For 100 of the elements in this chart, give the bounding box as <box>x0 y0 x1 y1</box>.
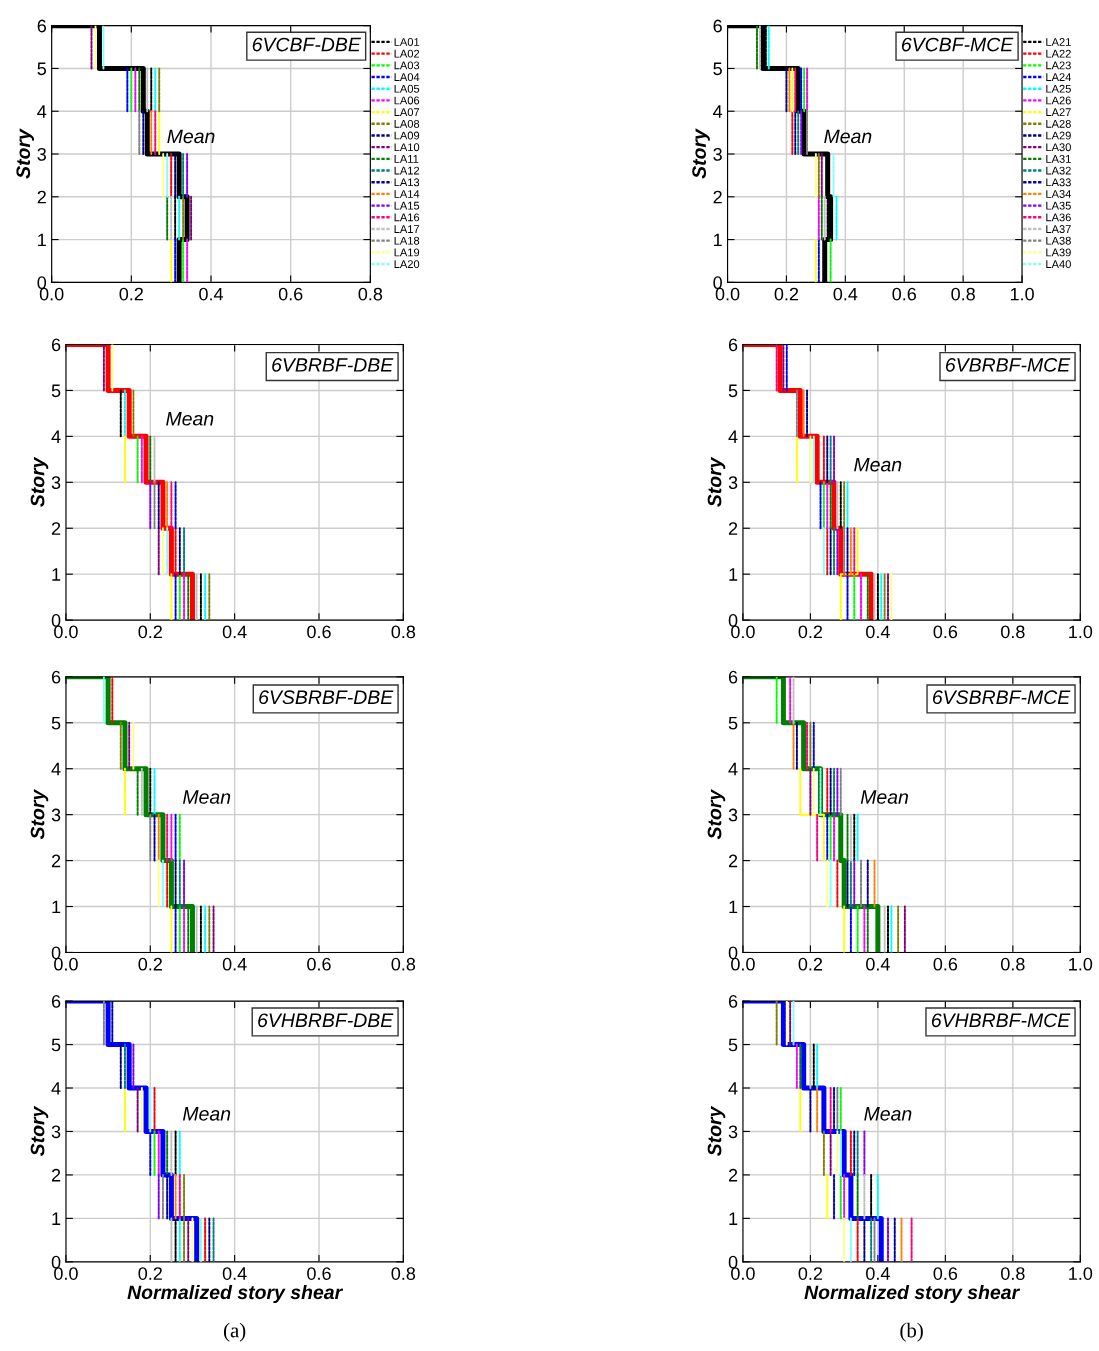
legend-label: LA13 <box>394 178 420 187</box>
legend-label: LA31 <box>1046 154 1071 163</box>
annotation: Mean <box>854 457 902 472</box>
y-tick-label: 3 <box>51 1125 61 1139</box>
y-tick-label: 3 <box>728 476 738 490</box>
legend-label: LA30 <box>1046 143 1071 152</box>
y-tick-label: 0 <box>51 946 61 960</box>
text: (a) <box>223 1322 246 1342</box>
x-tick-label: 0.6 <box>933 625 958 639</box>
y-axis-title: Story <box>30 456 49 507</box>
y-tick-label: 1 <box>38 233 46 247</box>
x-tick-label: 0.0 <box>54 957 78 971</box>
x-tick-label: 0.2 <box>119 287 143 301</box>
legend-label: LA17 <box>394 225 420 233</box>
legend-label: LA03 <box>394 61 420 70</box>
legend-label: LA24 <box>1046 73 1072 81</box>
y-tick-label: 2 <box>728 1168 738 1182</box>
x-tick-label: 0.2 <box>798 957 823 971</box>
legend-label: LA19 <box>394 248 420 257</box>
x-tick-label: 0.4 <box>199 287 224 301</box>
legend-label: LA27 <box>1046 108 1071 116</box>
legend-label: LA07 <box>394 108 420 117</box>
legend-label: LA02 <box>394 49 420 58</box>
legend-label: LA10 <box>394 143 420 152</box>
annotation: Mean <box>824 129 872 144</box>
x-tick-label: 0.6 <box>933 957 958 971</box>
x-tick-label: 0.2 <box>774 287 799 301</box>
legend-label: LA08 <box>394 119 420 128</box>
legend-label: LA40 <box>1046 260 1071 269</box>
x-tick-label: 0.8 <box>951 287 975 301</box>
x-tick-label: 1.0 <box>1069 625 1093 639</box>
x-axis-title: Normalized story shear <box>804 1284 1021 1304</box>
y-tick-label: 5 <box>728 1038 738 1052</box>
annotation: Mean <box>166 412 214 426</box>
y-tick-label: 2 <box>51 522 61 535</box>
y-tick-label: 0 <box>728 1255 738 1269</box>
y-tick-label: 6 <box>51 995 61 1008</box>
y-tick-label: 2 <box>51 1168 61 1182</box>
y-tick-label: 4 <box>51 762 61 776</box>
y-tick-label: 6 <box>728 670 738 684</box>
legend-label: LA05 <box>394 84 420 93</box>
text: (b) <box>900 1322 923 1342</box>
y-tick-label: 5 <box>51 716 61 730</box>
legend-label: LA01 <box>394 38 420 46</box>
x-tick-label: 0.2 <box>138 957 162 971</box>
x-tick-label: 0.0 <box>54 1267 78 1280</box>
annotation: Mean <box>182 1107 231 1121</box>
legend-label: LA39 <box>1046 248 1071 257</box>
annotation: Mean <box>860 790 908 804</box>
y-tick-label: 0 <box>51 614 61 627</box>
y-tick-label: 1 <box>52 1212 61 1225</box>
legend-label: LA23 <box>1046 61 1071 70</box>
y-tick-label: 6 <box>51 338 61 352</box>
y-tick-label: 4 <box>713 105 723 118</box>
legend-label: LA28 <box>1046 119 1071 128</box>
y-tick-label: 0 <box>728 946 738 960</box>
x-tick-label: 1.0 <box>1069 957 1093 971</box>
x-tick-label: 0.8 <box>1000 957 1025 971</box>
legend-label: LA11 <box>394 155 419 163</box>
legend-label: LA04 <box>394 73 420 82</box>
text: 6VBRBF-DBE <box>272 358 394 372</box>
y-tick-label: 2 <box>51 854 61 868</box>
y-tick-label: 6 <box>713 19 722 33</box>
legend-label: LA18 <box>394 236 420 245</box>
x-tick-label: 0.8 <box>391 957 416 971</box>
text: 6VSBRBF-DBE <box>259 690 394 705</box>
x-tick-label: 0.4 <box>222 957 247 971</box>
text: 6VSBRBF-MCE <box>932 690 1071 705</box>
y-tick-label: 5 <box>51 1038 61 1052</box>
y-tick-label: 3 <box>728 808 738 822</box>
y-tick-label: 0 <box>713 276 722 290</box>
legend-label: LA16 <box>394 213 420 222</box>
y-axis-title: Story <box>16 128 34 179</box>
legend-label: LA09 <box>394 131 420 140</box>
x-tick-label: 0.2 <box>798 625 823 639</box>
y-axis-title: Story <box>707 788 726 840</box>
y-tick-label: 1 <box>714 233 722 247</box>
chart-title: 6VCBF-DBE <box>252 37 361 52</box>
legend-label: LA33 <box>1046 178 1071 187</box>
chart-title: 6VCBF-MCE <box>901 37 1014 52</box>
x-tick-label: 0.4 <box>866 957 890 971</box>
x-tick-label: 0.4 <box>833 287 858 301</box>
legend-label: LA25 <box>1046 84 1071 93</box>
y-tick-label: 1 <box>52 900 61 914</box>
legend-label: LA06 <box>394 96 420 105</box>
legend-label: LA35 <box>1046 201 1071 210</box>
y-axis-title: Story <box>707 1105 726 1157</box>
y-tick-label: 6 <box>51 670 61 684</box>
x-tick-label: 0.6 <box>307 625 331 639</box>
y-tick-label: 6 <box>728 338 738 352</box>
x-tick-label: 0.8 <box>391 625 416 639</box>
legend-label: LA14 <box>394 190 420 198</box>
annotation: Mean <box>864 1107 912 1121</box>
x-tick-label: 0.6 <box>892 287 917 301</box>
y-axis-title: Story <box>30 1105 49 1157</box>
chart-title: 6VHBRBF-MCE <box>931 1013 1071 1028</box>
y-tick-label: 4 <box>37 105 47 118</box>
y-tick-label: 3 <box>51 808 61 822</box>
legend-label: LA26 <box>1046 96 1071 105</box>
x-tick-label: 1.0 <box>1069 1267 1093 1280</box>
